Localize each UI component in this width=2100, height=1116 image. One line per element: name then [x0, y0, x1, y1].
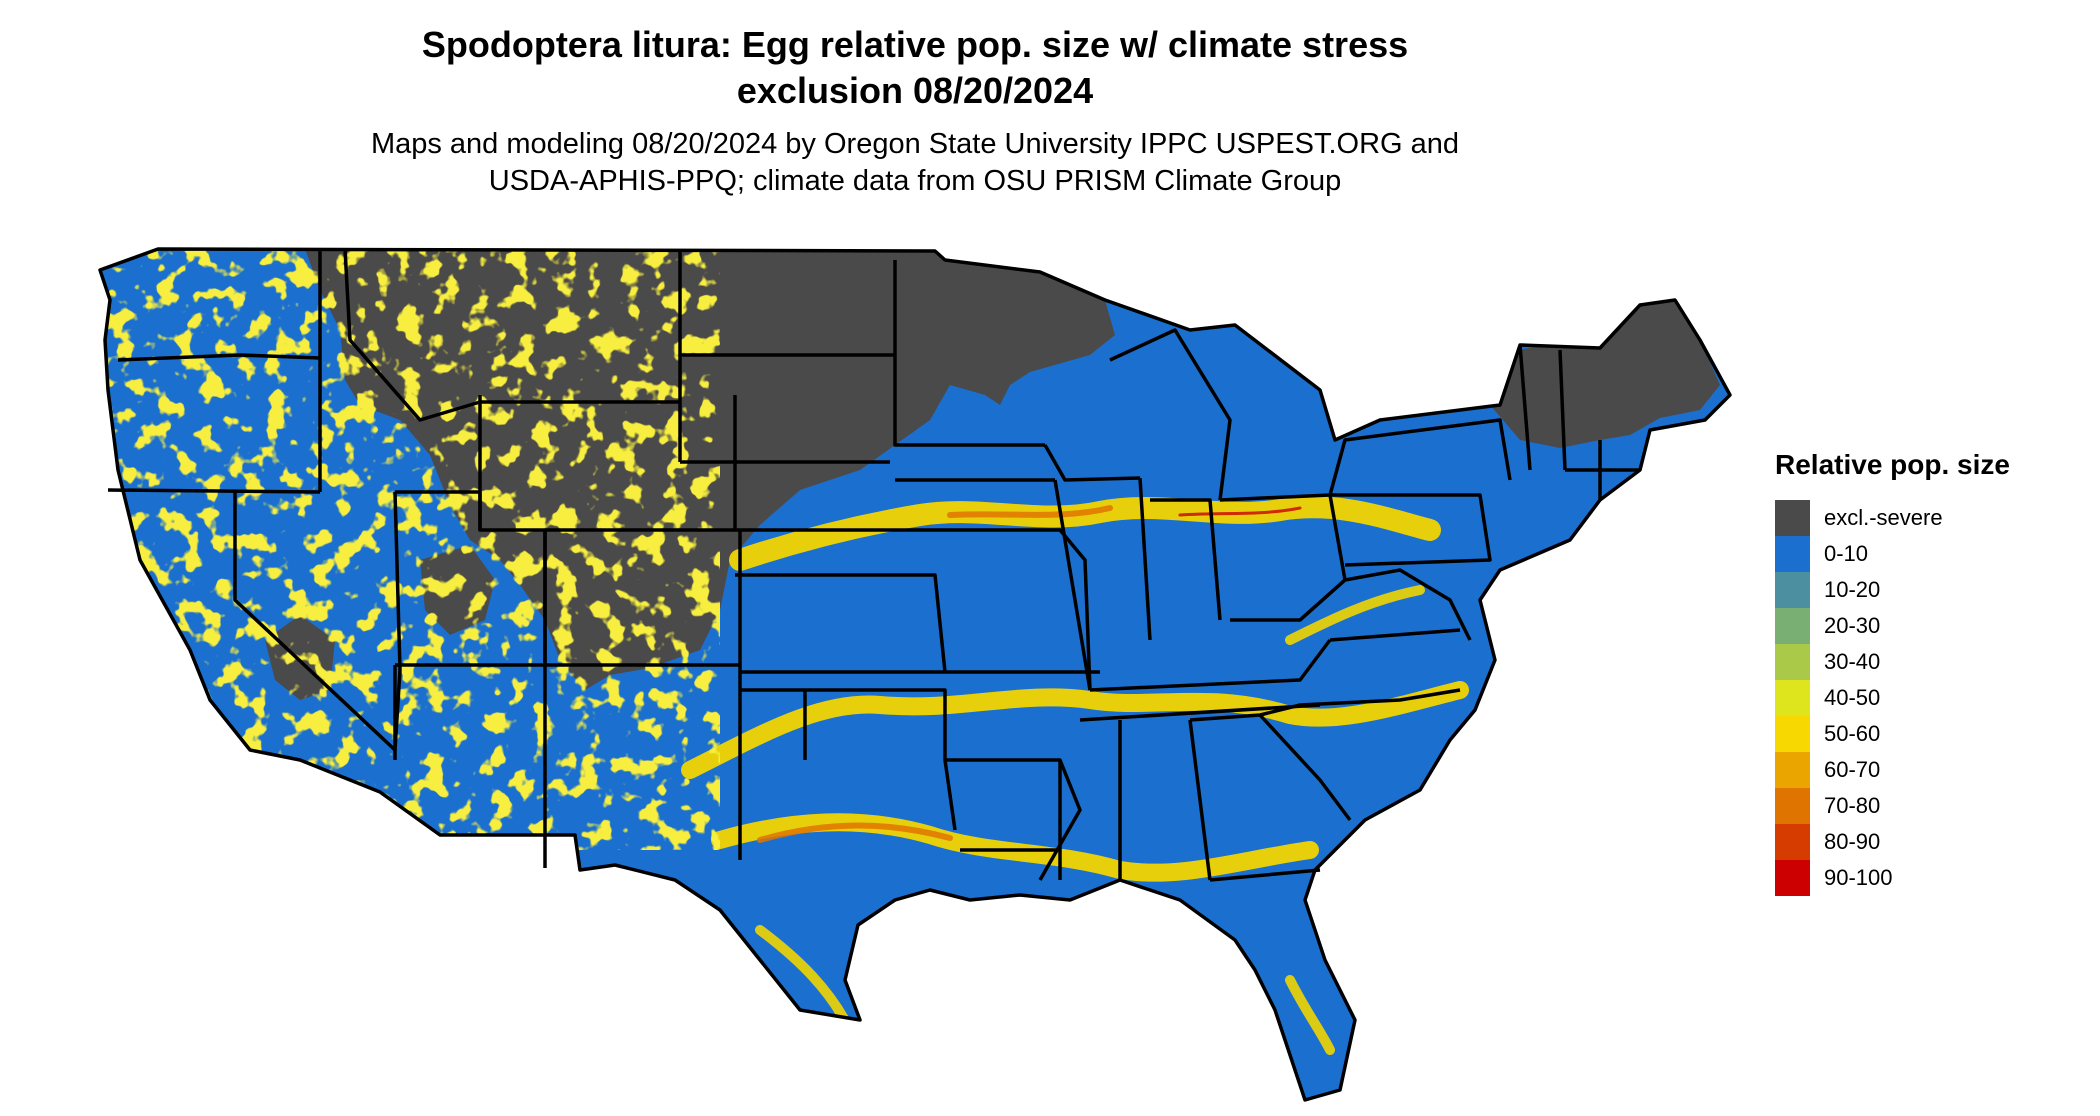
- legend-label: 50-60: [1824, 721, 1881, 746]
- legend-label: 20-30: [1824, 613, 1881, 638]
- legend-item: 90-100: [1775, 860, 2010, 896]
- legend-item: 40-50: [1775, 680, 2010, 716]
- hotspot-orange-central: [947, 505, 1113, 518]
- map-title-line-2: exclusion 08/20/2024: [736, 70, 1094, 111]
- boundary-pennsylvania: [1330, 493, 1492, 567]
- legend-swatch: [1775, 716, 1810, 752]
- map-title-line-1: Spodoptera litura: Egg relative pop. siz…: [421, 24, 1409, 65]
- legend-label: 80-90: [1824, 829, 1881, 854]
- legend-swatch: [1775, 644, 1810, 680]
- us-map: [98, 247, 1732, 1102]
- legend-swatch: [1775, 608, 1810, 644]
- legend-swatch: [1775, 536, 1810, 572]
- map-subtitle: Maps and modeling 08/20/2024 by Oregon S…: [0, 126, 1830, 200]
- legend-item: 10-20: [1775, 572, 2010, 608]
- legend-item: 30-40: [1775, 644, 2010, 680]
- legend-item: excl.-severe: [1775, 500, 2010, 536]
- legend-items: excl.-severe 0-10 10-20 20-30 30-40 40-50 50-6…: [1775, 500, 2010, 896]
- legend: Relative pop. size excl.-severe 0-10 10-20…: [1775, 448, 2010, 896]
- legend-swatch: [1775, 860, 1810, 896]
- legend-item: 50-60: [1775, 716, 2010, 752]
- legend-item: 70-80: [1775, 788, 2010, 824]
- boundary-newyork: [1328, 418, 1512, 496]
- legend-label: 10-20: [1824, 577, 1881, 602]
- legend-swatch: [1775, 752, 1810, 788]
- legend-label: 0-10: [1824, 541, 1869, 566]
- national-outline: [98, 247, 1732, 1102]
- state-boundaries: [98, 247, 1732, 1102]
- legend-item: 60-70: [1775, 752, 2010, 788]
- boundary-michigan: [1109, 328, 1232, 501]
- legend-item: 20-30: [1775, 608, 2010, 644]
- boundary-washington-oregon: [117, 353, 321, 362]
- legend-item: 80-90: [1775, 824, 2010, 860]
- map-subtitle-line-1: Maps and modeling 08/20/2024 by Oregon S…: [370, 128, 1460, 160]
- boundary-utah: [395, 490, 547, 667]
- boundary-dakotas: [678, 251, 895, 464]
- band-ohio-valley: [1285, 585, 1425, 645]
- boundary-mississippi-alabama: [1058, 719, 1212, 881]
- boundary-oregon-california: [107, 488, 321, 494]
- boundary-wisconsin-illinois: [1043, 444, 1141, 691]
- legend-label: 40-50: [1824, 685, 1881, 710]
- legend-title: Relative pop. size: [1775, 449, 2010, 480]
- western-terrain-speckle: [100, 250, 720, 850]
- legend-label: 90-100: [1824, 865, 1893, 890]
- hotspot-orange-south: [757, 822, 953, 843]
- map-title: Spodoptera litura: Egg relative pop. siz…: [0, 22, 1830, 114]
- legend-swatch: [1775, 824, 1810, 860]
- boundary-oklahoma-texas: [740, 688, 957, 831]
- legend-label: excl.-severe: [1824, 505, 1943, 530]
- boundary-kentucky-tennessee: [1079, 638, 1332, 722]
- legend-item: 0-10: [1775, 536, 2010, 572]
- legend-label: 30-40: [1824, 649, 1881, 674]
- legend-swatch: [1775, 500, 1810, 536]
- boundary-nebraska-kansas: [735, 528, 947, 674]
- boundary-georgia-carolinas: [1189, 688, 1461, 822]
- legend-label: 70-80: [1824, 793, 1881, 818]
- boundary-missouri: [920, 528, 1100, 691]
- boundary-virginia-westvirginia: [1298, 568, 1472, 642]
- boundary-florida-north: [1209, 868, 1321, 882]
- hotspot-red-central: [1178, 506, 1302, 517]
- legend-swatch: [1775, 680, 1810, 716]
- suitability-hotspots: [757, 505, 1302, 843]
- boundary-colorado: [543, 530, 742, 667]
- band-south-central: [681, 681, 1469, 779]
- band-florida: [1285, 975, 1335, 1055]
- map-subtitle-line-2: USDA-APHIS-PPQ; climate data from OSU PR…: [488, 165, 1342, 197]
- legend-swatch: [1775, 788, 1810, 824]
- boundary-idaho-montana: [343, 248, 481, 422]
- legend-label: 60-70: [1824, 757, 1881, 782]
- boundary-arizona-newmexico: [393, 665, 547, 868]
- boundary-new-england: [1518, 344, 1640, 500]
- boundary-minnesota-iowa: [893, 260, 1055, 482]
- boundary-illinois-indiana: [1138, 477, 1222, 641]
- excluded-region-northeast: [1490, 300, 1720, 448]
- legend-swatch: [1775, 572, 1810, 608]
